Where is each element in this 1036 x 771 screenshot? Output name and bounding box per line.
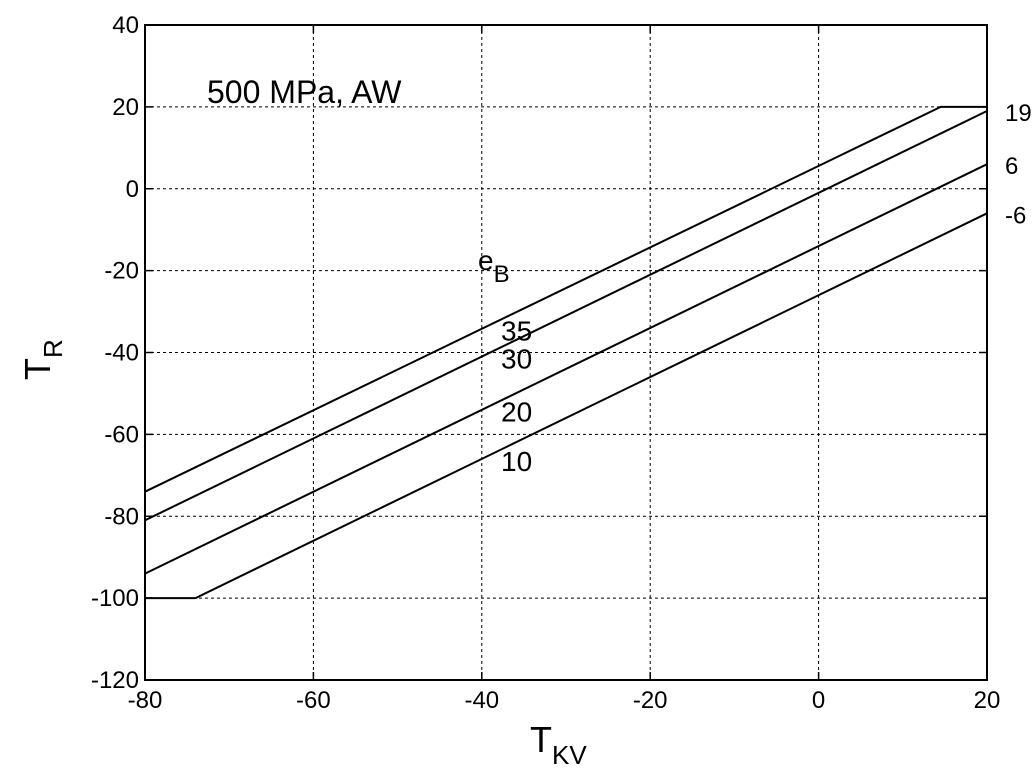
right-end-labels: 19 6 -6: [1005, 100, 1032, 229]
x-axis-label-main: T: [530, 719, 552, 760]
series-line-10: [145, 212, 988, 600]
series-line-20: [144, 163, 988, 575]
x-tick-label: -60: [296, 687, 331, 714]
x-axis-label: TKV: [530, 719, 587, 770]
y-tick-labels: -120 -100 -80 -60 -40 -20 0 20 40: [91, 12, 139, 694]
x-tick-label: -80: [128, 687, 163, 714]
right-end-label: 6: [1005, 153, 1018, 180]
y-axis-label-main: T: [17, 358, 58, 380]
y-tick-label: -100: [91, 585, 139, 612]
y-tick-label: -60: [104, 421, 139, 448]
x-tick-label: 20: [974, 687, 1001, 714]
right-end-label: -6: [1005, 202, 1026, 229]
y-tick-label: -40: [104, 340, 139, 367]
x-axis-label-sub: KV: [552, 740, 587, 770]
annotation-text: 500 MPa, AW: [207, 74, 402, 110]
series-label-30: 30: [501, 343, 532, 374]
y-tick-label: 20: [112, 94, 139, 121]
grid: [145, 25, 987, 680]
series-line-30: [144, 110, 988, 522]
y-tick-label: 40: [112, 12, 139, 39]
y-tick-label: -120: [91, 667, 139, 694]
series-label-35: 35: [501, 316, 532, 347]
x-tick-labels: -80 -60 -40 -20 0 20: [128, 687, 1001, 714]
legend-title-sub: B: [494, 261, 510, 288]
right-end-label: 19: [1005, 100, 1032, 127]
y-tick-label: 0: [126, 176, 139, 203]
legend-title: eB: [478, 245, 510, 288]
y-axis-label-group: TR: [17, 339, 68, 380]
series-layer: [144, 105, 988, 600]
y-tick-label: -80: [104, 503, 139, 530]
legend-title-main: e: [478, 245, 494, 276]
x-tick-label: -20: [633, 687, 668, 714]
x-tick-label: 0: [812, 687, 825, 714]
ticks: [144, 24, 988, 681]
y-axis-label-sub: R: [38, 339, 68, 358]
y-tick-label: -20: [104, 258, 139, 285]
y-axis-label: TR: [17, 339, 68, 380]
x-tick-label: -40: [464, 687, 499, 714]
series-label-20: 20: [501, 397, 532, 428]
series-label-10: 10: [501, 446, 532, 477]
series-line-35: [144, 105, 987, 493]
